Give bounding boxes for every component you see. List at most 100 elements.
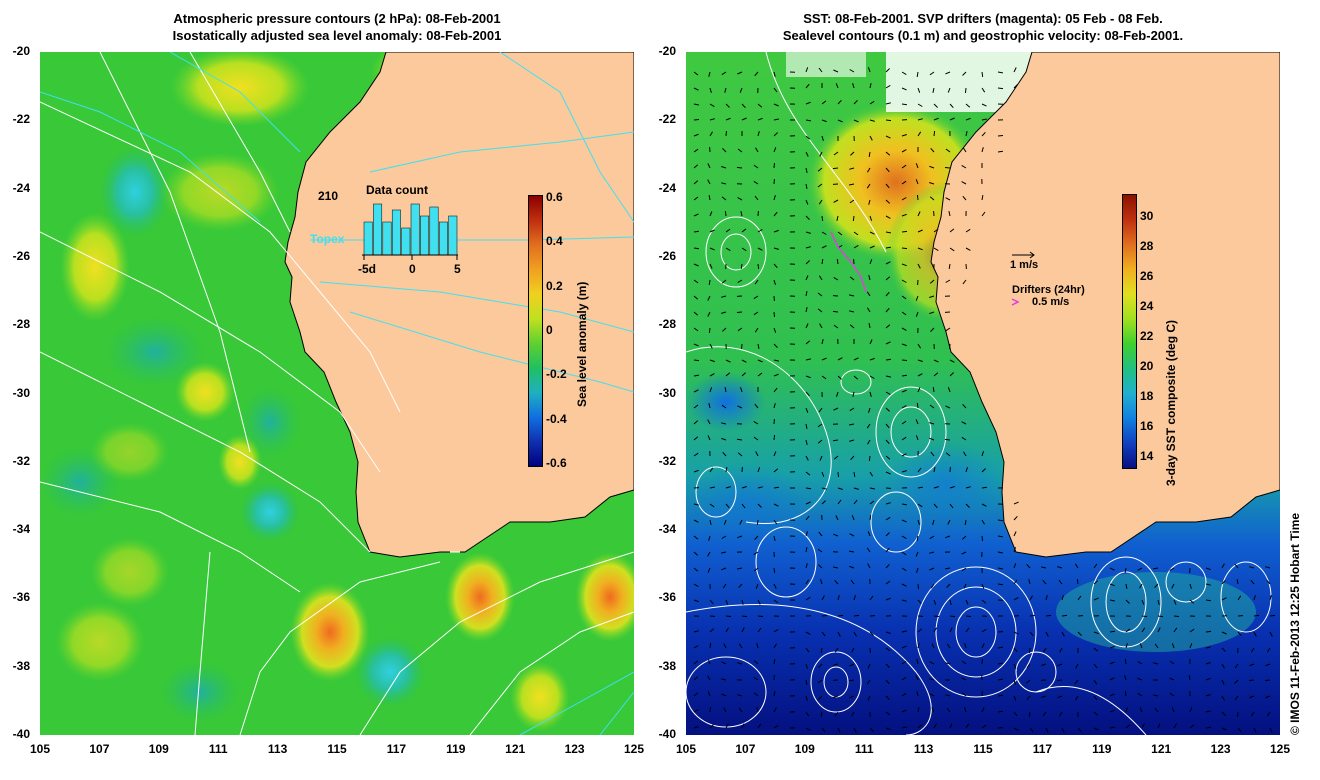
velocity-arrow <box>917 263 921 269</box>
velocity-arrow <box>965 723 970 729</box>
velocity-arrow <box>933 486 939 489</box>
velocity-arrow <box>997 135 1004 137</box>
velocity-arrow <box>1221 727 1227 731</box>
velocity-arrow <box>773 327 777 333</box>
velocity-arrow <box>1264 679 1271 681</box>
velocity-arrow <box>1057 695 1063 699</box>
velocity-arrow <box>981 147 984 153</box>
velocity-arrow <box>805 199 809 205</box>
velocity-arrow <box>1137 660 1143 665</box>
velocity-arrow <box>709 247 715 251</box>
velocity-arrow <box>1157 627 1161 633</box>
velocity-arrow <box>693 535 699 540</box>
velocity-arrow <box>981 87 986 93</box>
velocity-arrow <box>849 679 855 682</box>
velocity-arrow <box>1221 663 1225 669</box>
velocity-arrow <box>818 199 823 205</box>
velocity-arrow <box>964 643 967 649</box>
velocity-arrow <box>916 535 919 541</box>
velocity-arrow <box>962 71 967 76</box>
velocity-arrow <box>1137 677 1143 681</box>
velocity-arrow <box>961 164 967 169</box>
velocity-arrow <box>821 357 827 361</box>
velocity-arrow <box>981 118 987 121</box>
histogram-bar <box>382 221 392 256</box>
velocity-arrow <box>1109 661 1115 665</box>
velocity-arrow <box>819 455 823 461</box>
velocity-arrow <box>1029 727 1034 733</box>
histogram-bar <box>410 203 420 256</box>
velocity-arrow <box>757 599 761 605</box>
left-y-tick: -24 <box>12 180 30 195</box>
velocity-arrow <box>805 563 808 569</box>
velocity-arrow <box>1125 724 1131 729</box>
velocity-arrow <box>869 515 872 521</box>
histogram-bar <box>401 227 411 256</box>
velocity-arrow <box>833 324 839 329</box>
velocity-arrow <box>1013 679 1016 685</box>
velocity-arrow <box>817 548 823 553</box>
velocity-arrow <box>917 131 922 137</box>
velocity-arrow <box>837 487 843 490</box>
velocity-arrow <box>707 675 711 681</box>
velocity-arrow <box>945 567 951 570</box>
velocity-arrow <box>725 228 731 233</box>
velocity-arrow <box>721 279 727 284</box>
velocity-arrow <box>819 323 823 329</box>
velocity-arrow <box>1141 599 1145 605</box>
velocity-arrow <box>741 503 746 509</box>
velocity-arrow <box>853 100 858 105</box>
velocity-arrow <box>757 627 762 633</box>
velocity-arrow <box>885 679 890 685</box>
velocity-arrow <box>1061 727 1065 733</box>
velocity-arrow <box>737 148 743 153</box>
velocity-arrow <box>917 583 919 590</box>
sst-colorbar-tick: 26 <box>1140 269 1154 283</box>
velocity-arrow <box>885 291 890 297</box>
velocity-arrow <box>917 599 922 605</box>
velocity-arrow <box>964 519 967 525</box>
velocity-arrow <box>869 119 875 122</box>
velocity-arrow <box>931 643 935 649</box>
velocity-arrow <box>929 311 935 315</box>
velocity-arrow <box>930 147 935 153</box>
velocity-arrow <box>1109 677 1115 681</box>
velocity-arrow <box>1125 628 1131 633</box>
velocity-arrow <box>753 164 759 169</box>
velocity-arrow <box>965 503 970 508</box>
geostrophic-velocity-arrows <box>693 67 1276 733</box>
velocity-arrow <box>851 515 855 521</box>
velocity-arrow <box>945 452 951 457</box>
left-x-tick: 117 <box>386 742 407 756</box>
velocity-arrow <box>1028 579 1031 585</box>
velocity-arrow <box>693 374 699 377</box>
velocity-arrow <box>773 359 780 362</box>
velocity-arrow <box>885 407 890 412</box>
velocity-arrow <box>997 646 1004 649</box>
velocity-arrow <box>997 551 1003 554</box>
velocity-arrow <box>885 471 891 475</box>
velocity-arrow <box>740 263 743 269</box>
velocity-arrow <box>965 103 971 108</box>
velocity-arrow <box>817 564 823 569</box>
velocity-arrow <box>707 691 711 697</box>
velocity-arrow <box>947 87 951 93</box>
velocity-arrow <box>773 373 779 377</box>
velocity-arrow <box>737 71 743 75</box>
velocity-arrow <box>1045 614 1052 617</box>
sea-level-anomaly-map: 210 Data count -5d 0 5 Topex 0.6 0.4 0.2 0 -… <box>40 52 634 735</box>
velocity-arrow <box>709 359 715 363</box>
velocity-arrow <box>837 499 842 505</box>
velocity-arrow <box>868 323 871 329</box>
right-x-tick: 119 <box>1092 742 1112 756</box>
velocity-arrow <box>757 131 760 137</box>
velocity-arrow <box>853 487 859 490</box>
velocity-arrow <box>693 630 699 633</box>
right-title-line1: SST: 08-Feb-2001. SVP drifters (magenta)… <box>803 11 1163 26</box>
velocity-arrow <box>708 71 711 77</box>
velocity-arrow <box>929 693 935 697</box>
velocity-arrow <box>1221 711 1226 716</box>
velocity-arrow <box>866 423 871 429</box>
velocity-arrow <box>707 659 711 665</box>
velocity-arrow <box>709 118 715 121</box>
